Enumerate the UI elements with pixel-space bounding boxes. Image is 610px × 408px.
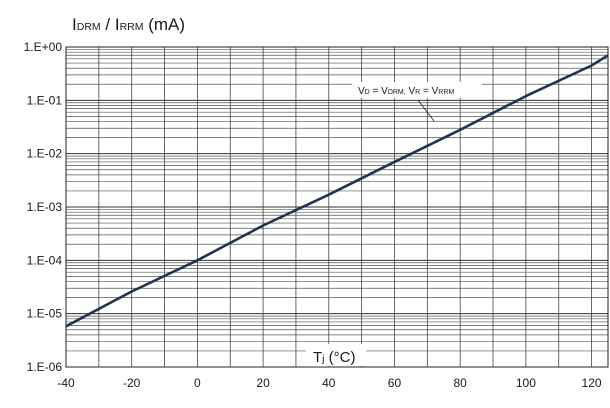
label-part: j (321, 353, 324, 365)
label-part: / I (101, 15, 120, 34)
annotation-text: VD = VDRM, VR = VRRM (358, 86, 454, 97)
label-part: (mA) (143, 15, 185, 34)
label-part: DRM (77, 21, 101, 33)
x-tick-label: -40 (57, 376, 75, 390)
x-tick-label: -20 (123, 376, 141, 390)
grid (65, 47, 608, 368)
y-tick-label: 1.E-01 (27, 93, 63, 107)
label-part: = V (420, 86, 438, 97)
x-tick-label: 100 (516, 376, 536, 390)
y-tick-label: 1.E-02 (27, 147, 63, 161)
chart-title: IDRM / IRRM (mA) (72, 15, 185, 34)
x-axis-label: Tj (°C) (313, 349, 356, 366)
x-tick-label: 80 (454, 376, 468, 390)
x-tick-labels: -40 -20 0 20 40 60 80 100 120 (57, 376, 602, 390)
y-tick-label: 1.E-06 (27, 360, 63, 374)
y-tick-label: 1.E-04 (27, 253, 63, 267)
series-layer (65, 54, 609, 328)
annotation-background (352, 82, 482, 98)
x-tick-label: 20 (256, 376, 270, 390)
y-tick-label: 1.E+00 (24, 40, 63, 54)
series-line (65, 54, 609, 328)
label-part: RRM (438, 89, 454, 96)
label-part: V (358, 86, 365, 97)
label-part: = V (370, 86, 388, 97)
x-tick-label: 40 (322, 376, 336, 390)
annotation-leader (417, 99, 435, 122)
x-tick-label: 60 (388, 376, 402, 390)
label-part: DRM, (388, 89, 406, 96)
label-part: V (406, 86, 416, 97)
label-part: I (72, 15, 77, 34)
y-tick-label: 1.E-05 (27, 307, 63, 321)
x-tick-label: 0 (194, 376, 201, 390)
y-tick-labels: 1.E+00 1.E-01 1.E-02 1.E-03 1.E-04 1.E-05 1.E-… (24, 40, 63, 374)
plot-frame (65, 46, 609, 368)
y-tick-label: 1.E-03 (27, 200, 63, 214)
label-part: T (313, 349, 322, 366)
label-part: (°C) (325, 349, 356, 366)
x-axis-label-background (306, 344, 366, 366)
label-part: RRM (120, 21, 144, 33)
label-part: R (415, 89, 420, 96)
x-tick-label: 120 (582, 376, 602, 390)
label-part: D (365, 89, 370, 96)
